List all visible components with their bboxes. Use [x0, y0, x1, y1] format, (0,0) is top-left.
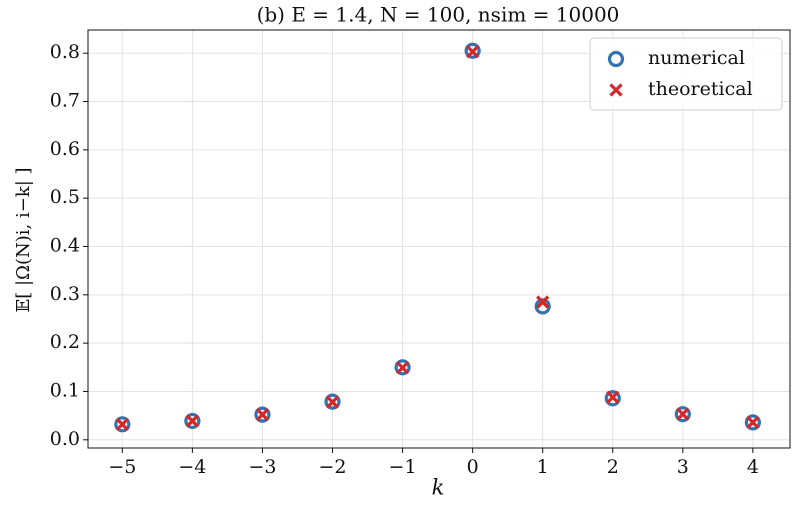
point [744, 414, 761, 431]
x-tick-label: 0 [467, 456, 479, 478]
point [184, 412, 201, 430]
y-tick-label: 0.6 [50, 138, 80, 160]
legend-box [589, 37, 783, 111]
x-tick-label: 4 [747, 456, 759, 478]
point [114, 416, 131, 433]
point [746, 415, 760, 430]
x-tick-label: 2 [607, 456, 619, 478]
x-tick-label: −2 [319, 456, 347, 478]
point [536, 295, 550, 309]
y-tick-label: 0.0 [50, 428, 80, 450]
point [115, 417, 129, 431]
legend-label: theoretical [648, 78, 753, 100]
x-tick-label: 3 [677, 456, 689, 478]
y-tick-label: 0.1 [50, 379, 80, 401]
point [674, 406, 691, 423]
plot-frame [87, 29, 791, 449]
chart-title: (b) E = 1.4, N = 100, nsim = 10000 [257, 3, 620, 27]
legend-label: numerical [648, 47, 745, 69]
x-axis-label: k [432, 476, 445, 500]
y-tick-label: 0.8 [50, 41, 80, 63]
point [185, 414, 200, 428]
y-tick-label: 0.3 [50, 283, 80, 305]
y-tick-label: 0.2 [50, 331, 80, 353]
point [325, 395, 340, 409]
point [324, 393, 341, 410]
point [395, 361, 410, 375]
legend-marker [609, 83, 623, 97]
point [255, 408, 270, 422]
x-tick-label: −5 [108, 456, 136, 478]
x-tick-label: −4 [178, 456, 206, 478]
y-tick-label: 0.5 [50, 186, 80, 208]
x-tick-label: 1 [537, 456, 549, 478]
y-axis-label: 𝔼[ |Ω(N)i, i−k| ] [13, 167, 34, 312]
point [254, 406, 271, 423]
point [606, 390, 620, 404]
x-tick-label: −3 [248, 456, 276, 478]
point [464, 42, 481, 59]
point [604, 390, 621, 407]
point [394, 359, 411, 376]
point [676, 407, 690, 421]
y-tick-label: 0.7 [50, 90, 80, 112]
point [465, 45, 480, 59]
x-tick-label: −1 [389, 456, 417, 478]
y-tick-label: 0.4 [50, 234, 80, 256]
legend-marker [607, 50, 625, 68]
